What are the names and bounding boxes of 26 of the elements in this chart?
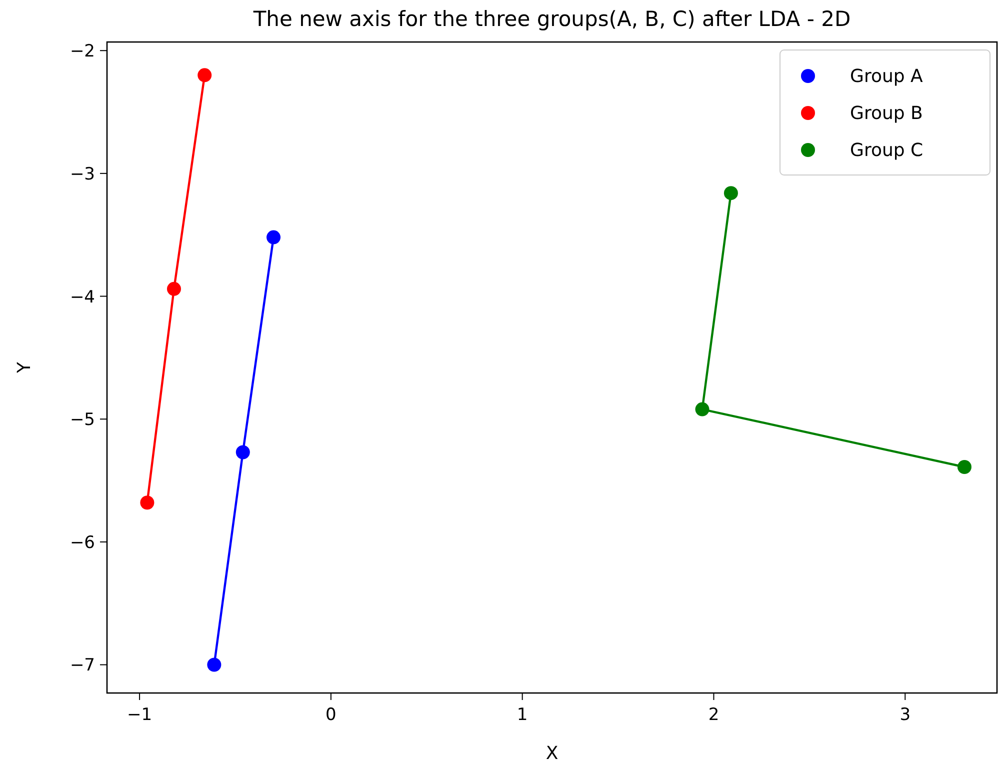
point [695, 402, 710, 416]
x-tick-label: 2 [708, 705, 720, 725]
point [207, 658, 222, 672]
point [140, 496, 154, 510]
legend-label: Group A [850, 66, 924, 87]
y-tick-label: −5 [70, 410, 95, 430]
x-tick-label: 0 [326, 705, 336, 725]
y-tick-label: −6 [70, 532, 95, 553]
y-tick-label: −4 [70, 287, 95, 308]
x-tick-label: 1 [516, 705, 528, 725]
y-tick-label: −7 [70, 656, 95, 676]
y-tick-label: −2 [70, 42, 95, 62]
chart-title: The new axis for the three groups(A, B, C) after LDA - 2D [252, 7, 851, 31]
point [236, 445, 250, 460]
y-tick-label: −3 [70, 164, 95, 184]
legend-label: Group C [850, 140, 924, 161]
point [198, 68, 212, 82]
x-tick-label: 3 [900, 705, 911, 725]
y-axis-title: Y [14, 361, 35, 374]
x-axis-title: X [546, 743, 558, 764]
legend-label: Group B [850, 103, 923, 124]
point [724, 186, 738, 200]
point [266, 230, 281, 244]
point [166, 282, 181, 296]
point [957, 460, 972, 474]
x-tick-label: −1 [127, 705, 152, 725]
